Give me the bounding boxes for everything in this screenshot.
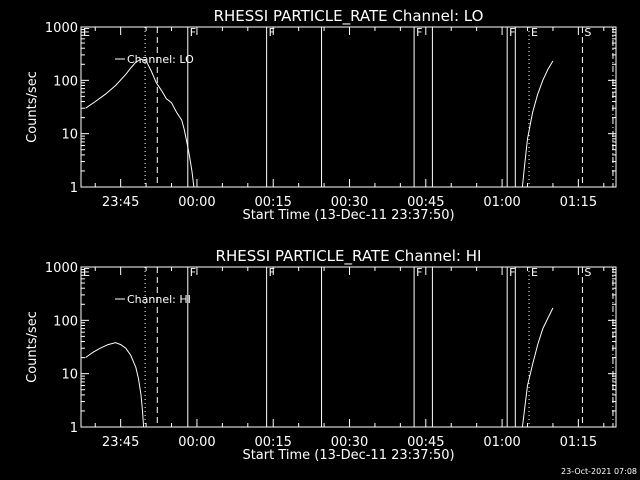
marker-flag: F — [509, 26, 515, 39]
marker-flag: F — [509, 266, 515, 279]
y-tick-label: 1 — [70, 421, 78, 436]
series-line-1 — [521, 60, 554, 188]
x-tick-label: 00:00 — [178, 195, 215, 210]
chart-title: RHESSI PARTICLE_RATE Channel: HI — [216, 247, 482, 266]
marker-flag: F — [269, 26, 275, 39]
corner-flag: E — [83, 26, 90, 39]
marker-flag: F — [416, 266, 422, 279]
y-tick-label: 1000 — [45, 261, 78, 276]
chart-title: RHESSI PARTICLE_RATE Channel: LO — [214, 7, 484, 26]
x-tick-label: 01:00 — [483, 195, 520, 210]
legend-label: Channel: HI — [127, 293, 191, 306]
plot-frame — [80, 266, 617, 428]
x-tick-label: 00:45 — [407, 195, 444, 210]
marker-flag: F — [190, 26, 196, 39]
x-tick-label: 00:00 — [178, 435, 215, 450]
marker-flag: E — [531, 266, 538, 279]
marker-flag: S — [584, 266, 591, 279]
plot-frame — [80, 26, 617, 188]
x-tick-label: 00:30 — [331, 195, 368, 210]
y-tick-label: 10 — [61, 128, 78, 143]
marker-flag: F — [190, 266, 196, 279]
marker-flag: F — [416, 26, 422, 39]
marker-flag: E — [531, 26, 538, 39]
x-tick-label: 23:45 — [102, 195, 139, 210]
x-tick-label: 00:45 — [407, 435, 444, 450]
marker-flag: F — [269, 266, 275, 279]
chart-panel-1 — [80, 26, 617, 188]
marker-flag: S — [584, 26, 591, 39]
y-axis-label: Counts/sec — [25, 71, 40, 143]
legend-label: Channel: LO — [127, 53, 194, 66]
x-tick-label: 01:00 — [483, 435, 520, 450]
x-tick-label: 00:30 — [331, 435, 368, 450]
x-tick-label: 01:15 — [560, 195, 597, 210]
x-axis-label: Start Time (13-Dec-11 23:37:50) — [242, 448, 454, 463]
series-line-1 — [521, 307, 554, 428]
y-tick-label: 10 — [61, 368, 78, 383]
y-tick-label: 100 — [53, 314, 78, 329]
x-tick-label: 00:15 — [254, 435, 291, 450]
y-axis-label: Counts/sec — [25, 311, 40, 383]
x-tick-label: 01:15 — [560, 435, 597, 450]
corner-flag: E — [83, 266, 90, 279]
y-tick-label: 1000 — [45, 21, 78, 36]
x-tick-label: 23:45 — [102, 435, 139, 450]
y-tick-label: 100 — [53, 74, 78, 89]
series-line-1 — [85, 58, 195, 188]
chart-panel-2 — [80, 266, 617, 428]
y-tick-label: 1 — [70, 181, 78, 196]
x-tick-label: 00:15 — [254, 195, 291, 210]
x-axis-label: Start Time (13-Dec-11 23:37:50) — [242, 208, 454, 223]
series-line-1 — [85, 342, 145, 428]
footer-timestamp: 23-Oct-2021 07:08 — [561, 467, 637, 476]
